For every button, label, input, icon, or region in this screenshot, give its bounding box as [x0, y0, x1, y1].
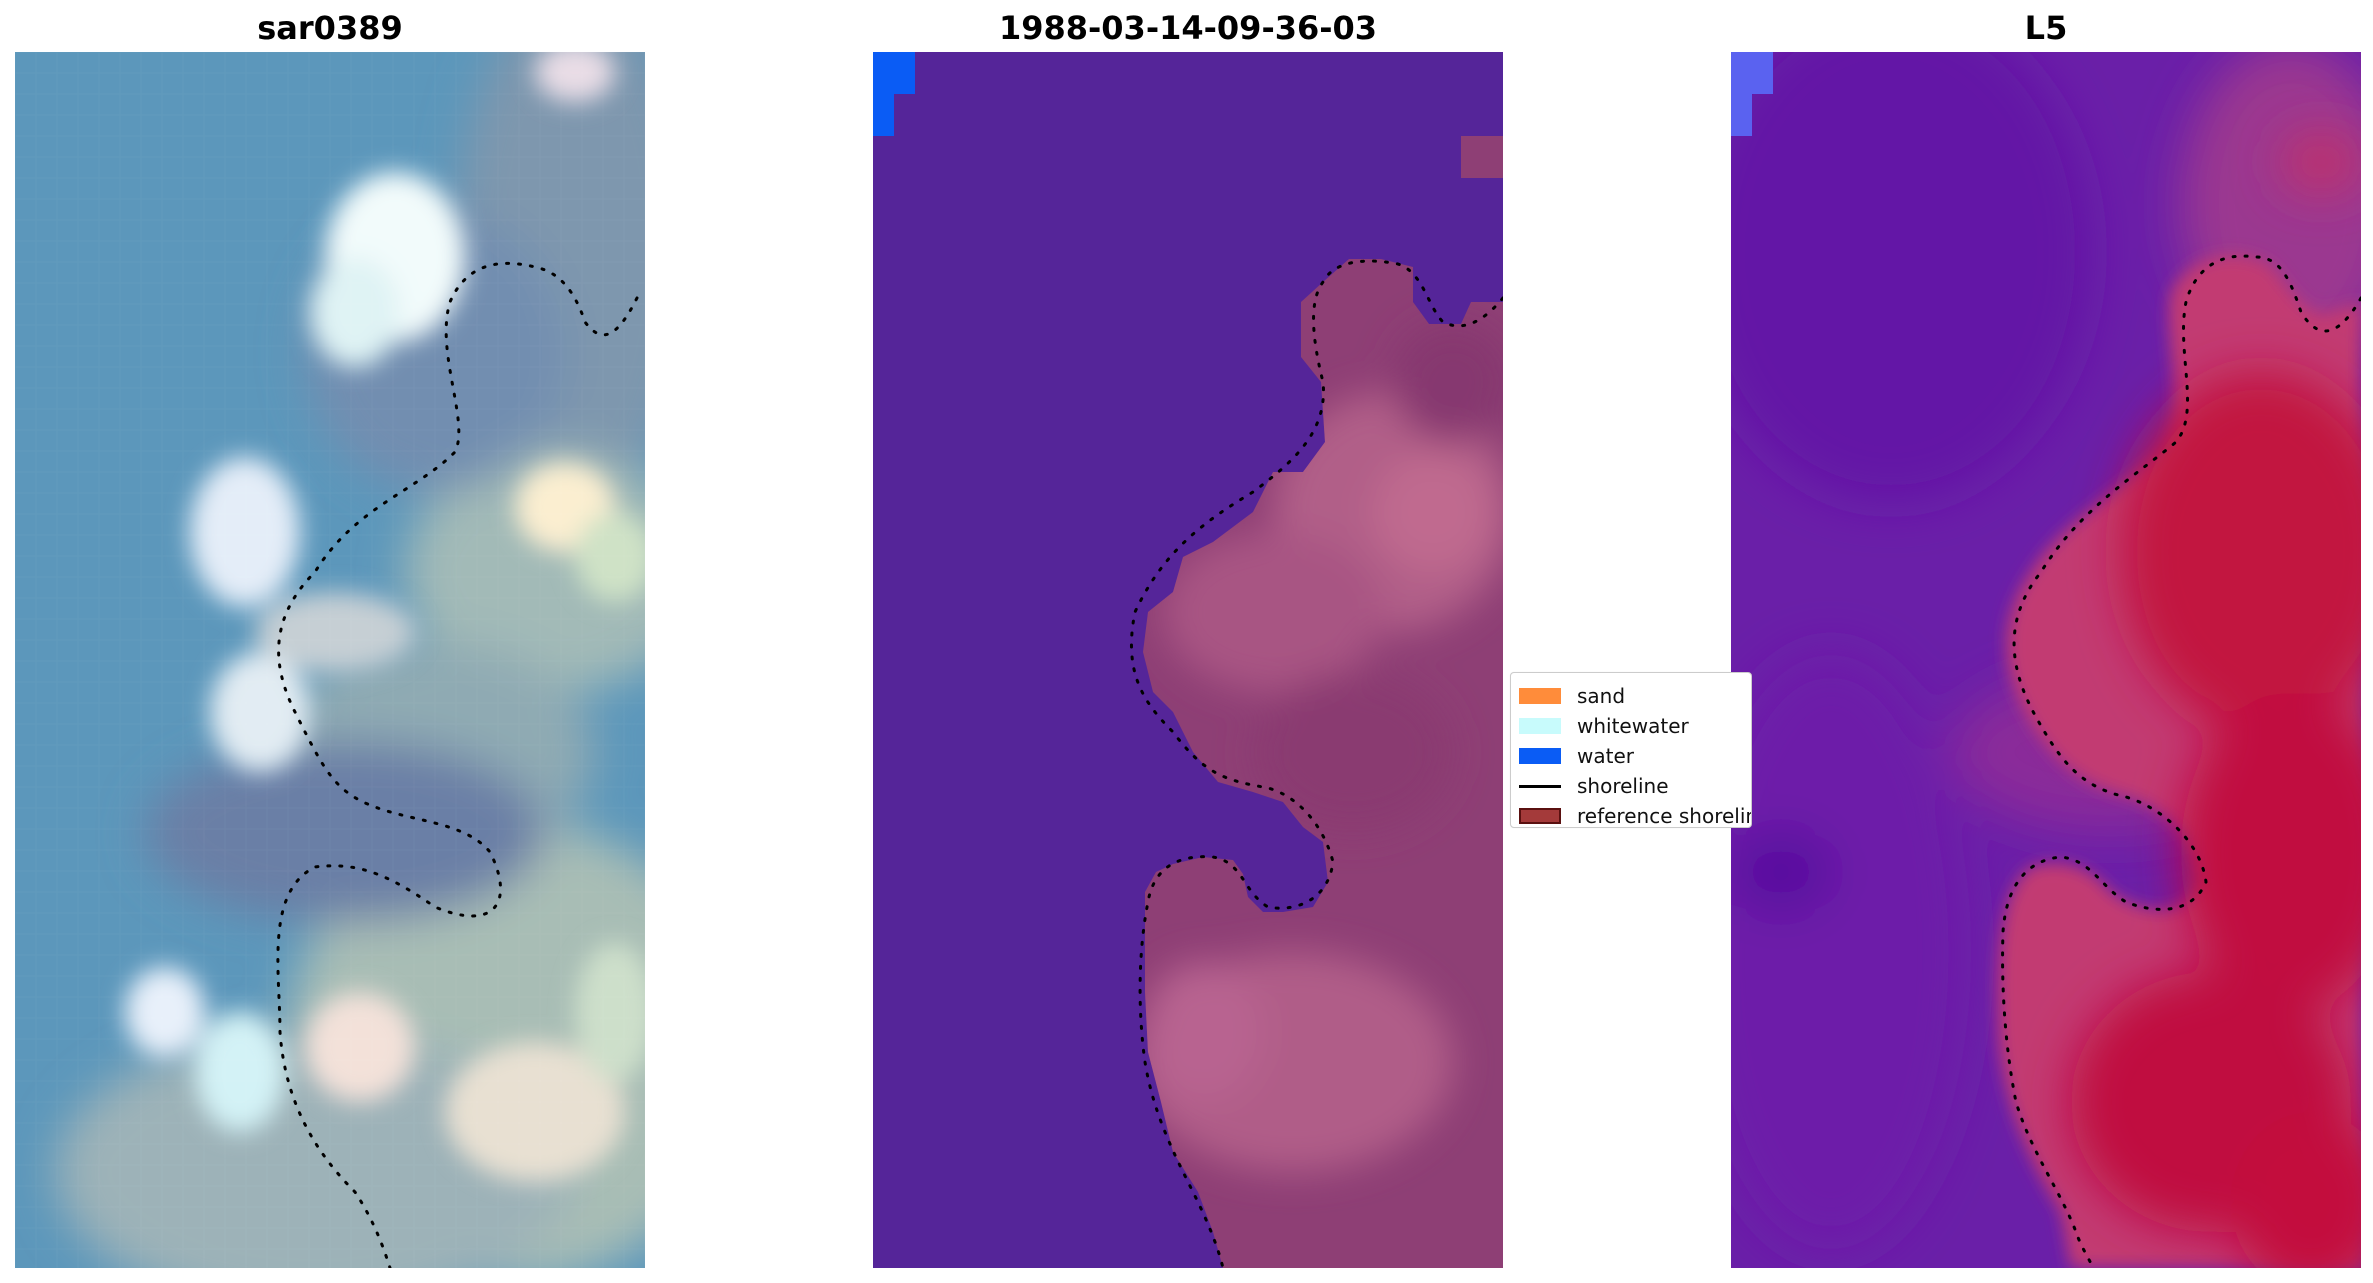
rgb-image-panel[interactable]	[15, 52, 645, 1268]
legend-swatch-sand	[1519, 688, 1561, 704]
legend-item-sand: sand	[1519, 681, 1625, 711]
legend-swatch-reference-shoreline	[1519, 808, 1561, 824]
shoreline-rgb	[276, 261, 639, 1268]
shoreline-classification	[1130, 259, 1503, 1268]
legend-label-shoreline: shoreline	[1577, 774, 1669, 798]
index-panel[interactable]	[1731, 52, 2361, 1268]
legend-swatch-whitewater	[1519, 718, 1561, 734]
legend-label-water: water	[1577, 744, 1634, 768]
legend-swatch-water	[1519, 748, 1561, 764]
legend-label-sand: sand	[1577, 684, 1626, 708]
legend-label-reference-shoreline: reference shoreline	[1577, 804, 1752, 828]
panel-title-index: L5	[2024, 9, 2068, 47]
shoreline-index	[2001, 254, 2361, 1268]
legend-item-shoreline: shoreline	[1519, 771, 1669, 801]
legend-item-water: water	[1519, 741, 1634, 771]
panel-title-classification: 1988-03-14-09-36-03	[998, 9, 1378, 47]
legend-swatch-shoreline	[1519, 784, 1561, 788]
legend-item-whitewater: whitewater	[1519, 711, 1689, 741]
rgb-image	[15, 52, 645, 1268]
legend: sand whitewater water shoreline referenc…	[1510, 672, 1752, 828]
legend-item-reference-shoreline: reference shoreline	[1519, 801, 1752, 828]
index-image	[1731, 52, 2361, 1268]
classification-panel[interactable]	[873, 52, 1503, 1268]
panel-title-rgb: sar0389	[257, 9, 403, 47]
legend-label-whitewater: whitewater	[1577, 714, 1689, 738]
classification-image	[873, 52, 1503, 1268]
